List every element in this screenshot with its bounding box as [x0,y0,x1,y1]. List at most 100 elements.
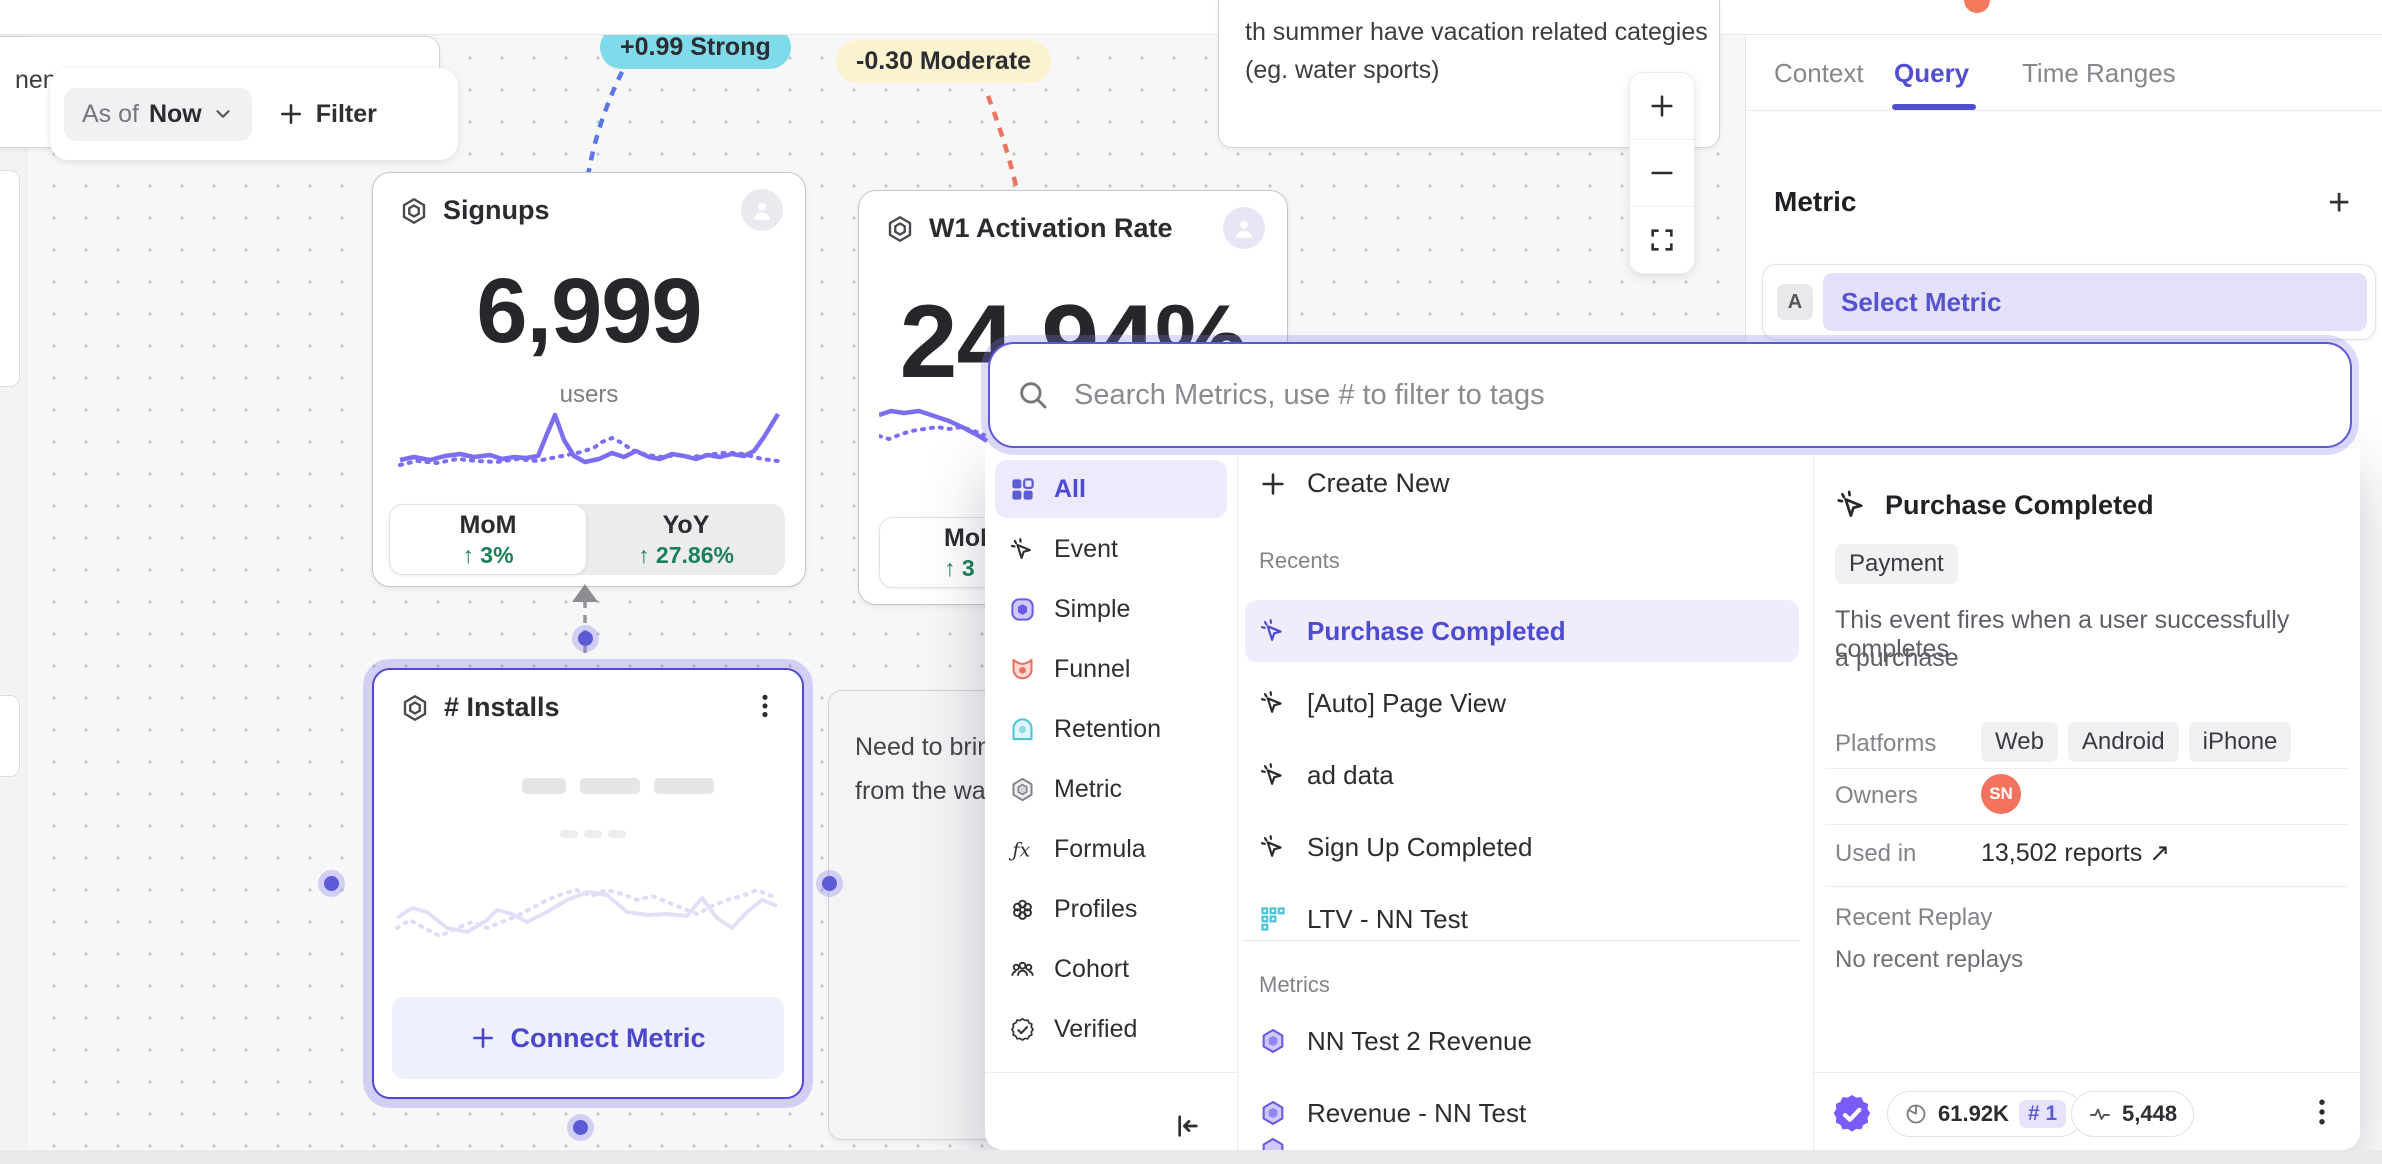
list-item-sign-up-completed[interactable]: Sign Up Completed [1245,816,1799,878]
category-cohort[interactable]: Cohort [995,940,1227,998]
fit-to-screen-button[interactable] [1630,206,1694,273]
category-retention[interactable]: Retention [995,700,1227,758]
canvas-toolbar: As of Now Filter [50,68,458,160]
list-section-divider [1243,940,1799,941]
metric-card-installs[interactable]: # Installs Connect Metric [372,668,804,1099]
event-count-pill[interactable]: 5,448 [2071,1091,2195,1137]
list-item-nn-test-2-revenue[interactable]: NN Test 2 Revenue [1245,1010,1799,1072]
connect-metric-button[interactable]: Connect Metric [392,997,784,1079]
chevron-down-icon [216,110,230,118]
cohort-icon [1011,961,1034,976]
detail-footer-bar: 61.92K # 1 5,448 [1813,1072,2360,1151]
category-label: Event [1054,534,1118,563]
segment-yoy[interactable]: YoY ↑ 27.86% [587,504,785,575]
segment-mom-value: ↑ 3 [944,554,975,581]
create-new-button[interactable]: Create New [1259,468,1450,499]
category-label: Cohort [1054,954,1130,983]
tab-context[interactable]: Context [1774,58,1864,88]
section-label-recents: Recents [1259,548,1340,573]
recent-replay-label: Recent Replay [1835,904,1993,931]
detail-tag: Payment [1835,544,1958,584]
connector-handle-bottom[interactable] [573,1120,588,1135]
collaborator-avatar [1964,0,1990,13]
person-icon [1235,220,1253,238]
category-simple[interactable]: Simple [995,580,1227,638]
platforms-label: Platforms [1835,730,1937,757]
search-input[interactable] [1072,377,2324,413]
grid-all-icon [1012,477,1034,500]
left-rail-panel-edge[interactable] [0,170,20,387]
detail-description-line1: This event fires when a user successfull… [1835,606,2290,663]
category-profiles[interactable]: Profiles [995,880,1227,938]
list-item-revenue-nn-test[interactable]: Revenue - NN Test [1245,1082,1799,1144]
comparison-segment-control: MoM ↑ 3% YoY ↑ 27.86% [389,504,785,575]
used-in-reports-link[interactable]: 13,502 reports ↗ [1981,839,2171,867]
metric-card-signups[interactable]: Signups 6,999 users MoM ↑ 3% YoY ↑ 27.86… [372,172,806,587]
list-item-label: Purchase Completed [1307,615,1566,646]
as-of-dropdown[interactable]: As of Now [64,87,252,141]
category-all[interactable]: All [995,460,1227,518]
verified-icon [1010,1017,1035,1041]
sticky-note-need-line1: Need to brin [855,733,992,761]
pie-chart-icon [1906,1104,1926,1124]
owner-avatar [1223,207,1265,249]
usage-volume-pill[interactable]: 61.92K # 1 [1887,1091,2084,1137]
add-filter-button[interactable]: Filter [278,100,377,129]
add-metric-button[interactable]: + [2328,182,2351,224]
detail-description-line2: a purchase [1835,644,1959,672]
metric-slot-letter: A [1777,284,1813,320]
list-item-ltv-nn-test[interactable]: LTV - NN Test [1245,888,1799,950]
list-item-label: NN Test 2 Revenue [1307,1025,1532,1056]
badge-moderate-label: -0.30 Moderate [856,47,1032,75]
category-label: Funnel [1054,654,1131,683]
detail-menu-button[interactable] [2309,1095,2335,1129]
segment-yoy-value: ↑ 27.86% [638,541,734,568]
left-rail-tab[interactable] [0,695,20,777]
list-item-ad-data[interactable]: ad data [1245,744,1799,806]
connector-handle[interactable] [578,631,593,646]
list-item-purchase-completed[interactable]: Purchase Completed [1245,600,1799,662]
list-item-auto-page-view[interactable]: [Auto] Page View [1245,672,1799,734]
category-metric[interactable]: Metric [995,760,1227,818]
metric-list-column: Create New Recents Purchase Completed [A… [1237,448,1813,1150]
as-of-value: Now [148,99,202,128]
zoom-in-button[interactable] [1630,73,1694,139]
list-item-label: Sign Up Completed [1307,831,1533,862]
create-new-label: Create New [1307,468,1450,498]
metric-purple-hexagon-icon-clipped [1262,1137,1284,1150]
correlation-badge-moderate[interactable]: -0.30 Moderate [836,40,1052,83]
minus-icon [1651,171,1673,175]
card-menu-button[interactable] [752,692,778,722]
connect-metric-label: Connect Metric [510,1022,706,1053]
connector-handle-right[interactable] [822,876,837,891]
category-verified[interactable]: Verified [995,1000,1227,1058]
installs-ghost-sparkline [395,887,778,939]
card-title: Signups [443,195,550,225]
skeleton-bar [522,778,566,794]
select-metric-field[interactable]: Select Metric [1823,273,2367,331]
category-formula[interactable]: ƒx Formula [995,820,1227,878]
zoom-out-button[interactable] [1630,139,1694,206]
plus-icon [1262,472,1284,495]
connector-handle-left[interactable] [324,876,339,891]
skeleton-bar [654,778,714,794]
plus-icon [280,104,301,124]
collapse-sidebar-button[interactable] [1171,1110,1203,1142]
segment-mom[interactable]: MoM ↑ 3% [389,504,587,575]
segment-yoy-label: YoY [662,510,710,539]
tab-time-ranges[interactable]: Time Ranges [2022,58,2176,88]
category-event[interactable]: Event [995,520,1227,578]
category-funnel[interactable]: Funnel [995,640,1227,698]
hexagon-metric-icon [403,694,427,721]
rank-chip: # 1 [2018,1100,2067,1128]
metric-purple-hexagon-icon [1262,1028,1284,1054]
metric-slot-card: A Select Metric [1762,264,2376,340]
activation-sparkline [879,408,989,443]
funnel-icon [1012,658,1033,679]
category-label: All [1054,474,1086,503]
tab-query[interactable]: Query [1894,58,1970,88]
skeleton-bar [580,778,640,794]
card-value: 6,999 [476,260,702,362]
zoom-controls [1629,72,1695,274]
divider [1825,768,2347,769]
